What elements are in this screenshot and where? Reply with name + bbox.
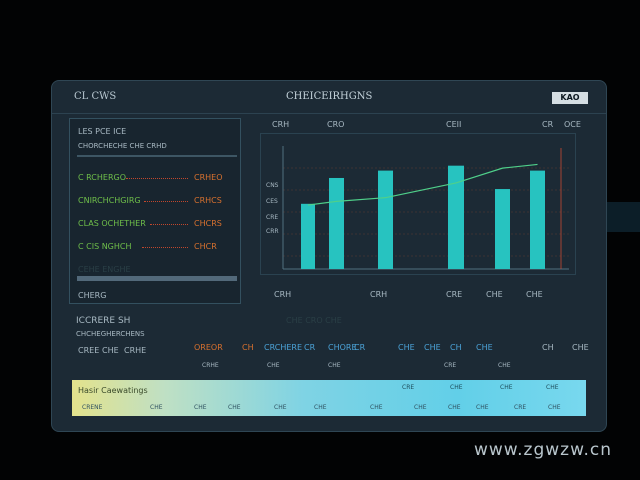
sub-stat: CRHE — [202, 362, 219, 369]
stat-cell[interactable]: OREOR — [194, 343, 223, 352]
bottom-cell: CHE — [314, 404, 327, 411]
dashboard-window: CL CWS CHEICEIRHGNS KAO LES PCE ICE CHOR… — [51, 80, 607, 432]
bottom-top-val: CHE — [450, 384, 463, 391]
mid-title: ICCRERE SH — [76, 316, 131, 326]
left-sub1: CEHE ENGHE — [78, 265, 131, 274]
bar[interactable] — [495, 189, 510, 269]
left-head1: LES PCE ICE — [78, 127, 127, 136]
bottom-title: Hasir Caewatings — [78, 386, 148, 395]
y-tick-label: CNS — [266, 182, 279, 189]
chart-top-label: OCE — [564, 120, 581, 129]
stat-cell[interactable]: CR — [304, 343, 316, 352]
x-axis-label: CRE — [446, 290, 463, 299]
x-axis-label: CRH — [370, 290, 388, 299]
mid-center-text: CHE CRO CHE — [286, 316, 342, 325]
stat-cell[interactable]: CR — [354, 343, 366, 352]
leader-line — [150, 224, 188, 225]
bottom-top-val: CRE — [402, 384, 415, 391]
list-item-label[interactable]: CLAS OCHETHER — [78, 219, 146, 228]
chart-top-label: CEII — [446, 120, 462, 129]
mid-subtitle: CHCHEGHERCHENS — [76, 330, 145, 338]
stat-cell[interactable]: CHORE — [328, 343, 357, 352]
sub-stat: CHE — [498, 362, 511, 369]
bottom-top-val: CHE — [500, 384, 513, 391]
leader-line — [142, 247, 188, 248]
list-item-value: CRHCS — [194, 196, 222, 205]
bottom-cell: CHE — [274, 404, 287, 411]
chart-top-label: CRH — [272, 120, 290, 129]
bottom-cell: CHE — [476, 404, 489, 411]
bottom-cell: CHE — [448, 404, 461, 411]
side-handle[interactable] — [606, 202, 640, 232]
stat-cell: CREE — [78, 346, 100, 355]
bottom-cell: CHE — [150, 404, 163, 411]
bottom-cell: CRE — [514, 404, 527, 411]
bottom-cell: CHE — [548, 404, 561, 411]
divider — [77, 155, 237, 157]
bottom-summary-bar[interactable] — [72, 380, 586, 416]
list-item-value: CRHEO — [194, 173, 223, 182]
sub-stat: CHE — [328, 362, 341, 369]
stat-cell[interactable]: CHE — [398, 343, 415, 352]
bar[interactable] — [530, 170, 545, 269]
bottom-cell: CHE — [228, 404, 241, 411]
y-tick-label: CES — [266, 198, 278, 205]
x-axis-label: CHE — [526, 290, 543, 299]
list-item-value: CHCR — [194, 242, 217, 251]
stat-cell[interactable]: CH — [450, 343, 462, 352]
stat-cell: CHE — [102, 346, 119, 355]
bar[interactable] — [329, 177, 344, 269]
chart-top-label: CRO — [327, 120, 345, 129]
stat-cell[interactable]: CH — [242, 343, 254, 352]
bar-chart — [282, 146, 569, 270]
list-item-label[interactable]: C RCHERGO — [78, 173, 126, 182]
chart-top-label: CR — [542, 120, 554, 129]
list-item-label[interactable]: CNIRCHCHGIRG — [78, 196, 141, 205]
bottom-cell: CHE — [414, 404, 427, 411]
app-title: CL CWS — [74, 91, 117, 102]
list-item-value: CHCRS — [194, 219, 222, 228]
bottom-cell: CHE — [194, 404, 207, 411]
bar[interactable] — [378, 170, 393, 269]
sub-stat: CHE — [267, 362, 280, 369]
left-summary-panel: LES PCE ICE CHORCHECHE CHE CRHD C RCHERG… — [69, 118, 241, 304]
bottom-top-val: CHE — [546, 384, 559, 391]
y-tick-label: CRE — [266, 214, 279, 221]
bottom-cell: CHE — [370, 404, 383, 411]
leader-line — [126, 178, 188, 179]
sub-stat: CRE — [444, 362, 457, 369]
x-axis-label: CRH — [274, 290, 292, 299]
page-title: CHEICEIRHGNS — [286, 91, 373, 102]
bar[interactable] — [448, 165, 464, 269]
stat-cell[interactable]: CRCHERE — [264, 343, 303, 352]
bottom-cell: CRENE — [82, 404, 103, 411]
window-header: CL CWS CHEICEIRHGNS KAO — [52, 81, 606, 114]
bar-chart-frame — [260, 133, 576, 275]
trend-line — [307, 163, 538, 206]
stat-cell[interactable]: CHE — [424, 343, 441, 352]
y-tick-label: CRR — [266, 228, 279, 235]
left-head2: CHORCHECHE CHE CRHD — [78, 142, 167, 150]
list-item-label[interactable]: C CIS NGHCH — [78, 242, 132, 251]
stat-cell: CRHE — [124, 346, 147, 355]
watermark: www.zgwzw.cn — [474, 440, 612, 460]
progress-bar — [77, 276, 237, 281]
bar[interactable] — [301, 203, 315, 269]
left-sub2: CHERG — [78, 291, 107, 300]
x-axis-label: CHE — [486, 290, 503, 299]
leader-line — [144, 201, 188, 202]
header-badge[interactable]: KAO — [552, 92, 588, 104]
stat-cell[interactable]: CHE — [476, 343, 493, 352]
stat-cell: CHE — [572, 343, 589, 352]
stat-cell: CH — [542, 343, 554, 352]
